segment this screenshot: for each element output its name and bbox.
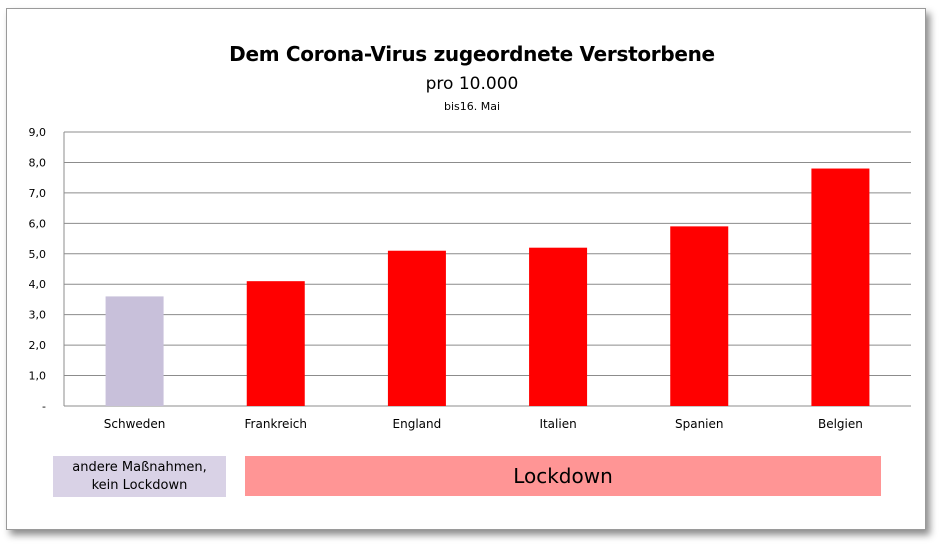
legend-lockdown: Lockdown: [245, 456, 881, 496]
y-tick-label: 9,0: [29, 126, 47, 139]
y-tick-label: 5,0: [29, 248, 47, 261]
x-tick-label: England: [393, 417, 442, 431]
x-tick-label: Spanien: [675, 417, 724, 431]
y-tick-label: 3,0: [29, 309, 47, 322]
x-tick-label: Schweden: [104, 417, 166, 431]
y-tick-label: 1,0: [29, 370, 47, 383]
x-tick-label: Italien: [539, 417, 576, 431]
chart-frame: [6, 8, 926, 530]
x-tick-label: Frankreich: [245, 417, 307, 431]
y-tick-label: 8,0: [29, 156, 47, 169]
legend-lockdown-label: Lockdown: [513, 464, 613, 488]
chart-note: bis16. Mai: [443, 100, 501, 113]
x-tick-label: Belgien: [818, 417, 863, 431]
bar: [105, 296, 164, 406]
y-tick-label: 7,0: [29, 187, 47, 200]
y-tick-label: 6,0: [29, 217, 47, 230]
legend-sweden-line1: andere Maßnahmen,: [72, 459, 207, 475]
y-tick-label: 4,0: [29, 278, 47, 291]
legend-sweden: andere Maßnahmen, kein Lockdown: [53, 456, 226, 497]
bar: [811, 168, 870, 406]
y-tick-label: 2,0: [29, 339, 47, 352]
bar: [529, 247, 588, 406]
bar: [387, 250, 446, 406]
chart-subtitle: pro 10.000: [425, 74, 519, 94]
legend-sweden-line2: kein Lockdown: [91, 477, 188, 493]
bar: [670, 226, 729, 406]
y-tick-label: -: [42, 400, 46, 413]
bar: [246, 281, 305, 406]
chart-title: Dem Corona-Virus zugeordnete Verstorbene: [229, 42, 715, 66]
